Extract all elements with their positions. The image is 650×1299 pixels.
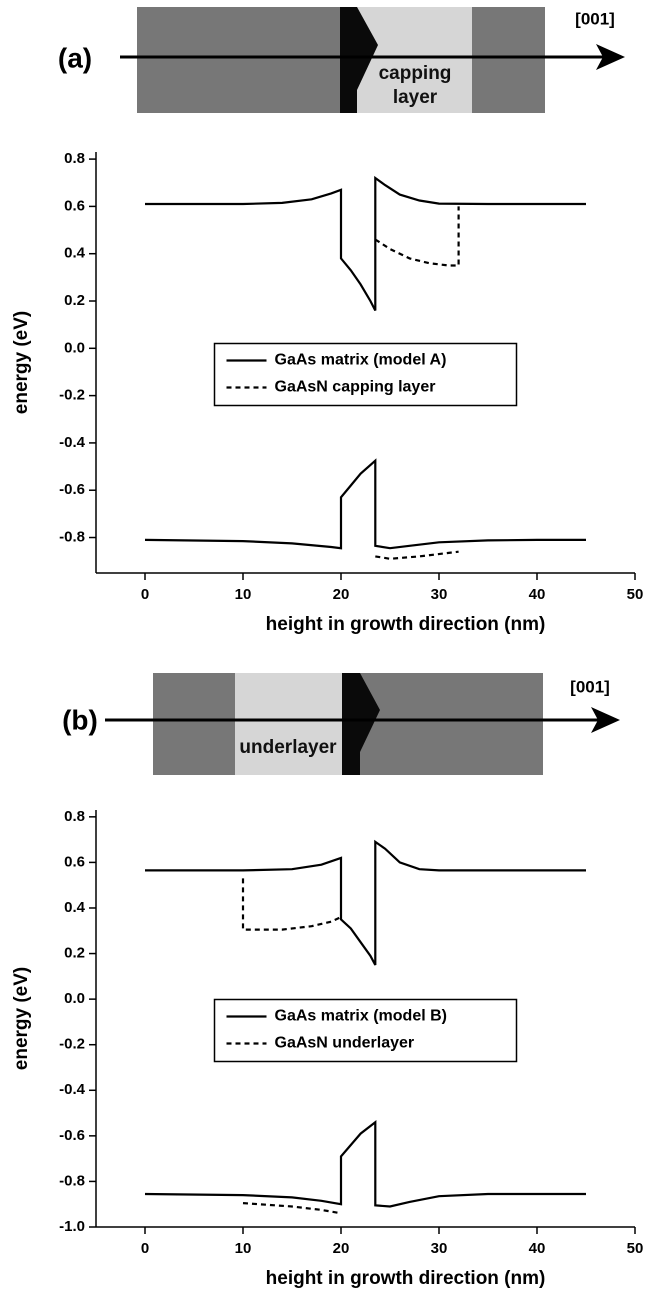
arrow-head <box>591 707 620 733</box>
y-tick-label: 0.8 <box>64 150 85 167</box>
quantum-dot <box>342 673 380 775</box>
y-tick-label: 0.6 <box>64 197 85 214</box>
x-tick-label: 0 <box>141 1240 149 1257</box>
x-tick-label: 50 <box>627 586 644 603</box>
layer-label: underlayer <box>239 737 337 758</box>
x-tick-label: 20 <box>333 586 350 603</box>
x-tick-label: 50 <box>627 1240 644 1257</box>
y-axis-title: energy (eV) <box>11 967 32 1070</box>
y-tick-label: 0.6 <box>64 853 85 870</box>
panel-label: (b) <box>62 704 98 735</box>
y-tick-label: 0.0 <box>64 339 85 356</box>
y-tick-label: -0.6 <box>59 1127 85 1144</box>
y-tick-label: -0.2 <box>59 387 85 404</box>
y-tick-label: 0.4 <box>64 245 86 262</box>
underlayer-region <box>235 673 342 775</box>
y-tick-label: -0.4 <box>59 434 86 451</box>
y-tick-label: -0.2 <box>59 1036 85 1053</box>
y-tick-label: 0.2 <box>64 945 85 962</box>
y-tick-label: -0.4 <box>59 1081 86 1098</box>
x-tick-label: 0 <box>141 586 149 603</box>
capping-layer-region <box>357 7 472 113</box>
direction-label: [001] <box>570 677 610 696</box>
y-tick-label: -0.8 <box>59 1172 85 1189</box>
panel-label: (a) <box>58 42 92 73</box>
y-tick-label: -0.8 <box>59 528 85 545</box>
legend-box <box>213 998 518 1063</box>
quantum-dot <box>340 7 378 113</box>
y-tick-label: -0.6 <box>59 481 85 498</box>
x-tick-label: 40 <box>529 1240 546 1257</box>
schematic-b <box>105 673 620 775</box>
legend-label: GaAsN underlayer <box>275 1035 415 1052</box>
x-tick-label: 30 <box>431 586 448 603</box>
legend-label: GaAs matrix (model A) <box>275 352 447 369</box>
x-tick-label: 10 <box>235 586 252 603</box>
y-tick-label: 0.4 <box>64 899 86 916</box>
legend-label: GaAsN capping layer <box>275 379 436 396</box>
direction-label: [001] <box>575 9 615 28</box>
series-line <box>144 839 586 1208</box>
series-line <box>374 206 460 560</box>
legend: GaAs matrix (model A) GaAsN capping layer <box>213 342 518 407</box>
y-tick-label: 0.0 <box>64 990 85 1007</box>
series-line <box>144 175 586 550</box>
y-tick-label: -1.0 <box>59 1218 85 1235</box>
x-tick-label: 30 <box>431 1240 448 1257</box>
y-tick-label: 0.8 <box>64 808 85 825</box>
schematic-a <box>120 7 625 113</box>
x-tick-label: 10 <box>235 1240 252 1257</box>
legend-box <box>213 342 518 407</box>
x-axis-title: height in growth direction (nm) <box>266 1268 546 1289</box>
x-tick-label: 20 <box>333 1240 350 1257</box>
y-tick-label: 0.2 <box>64 292 85 309</box>
series-line <box>241 878 342 1215</box>
legend: GaAs matrix (model B) GaAsN underlayer <box>213 998 518 1063</box>
x-tick-label: 40 <box>529 586 546 603</box>
layer-label: capping layer <box>378 63 452 108</box>
x-axis-title: height in growth direction (nm) <box>266 614 546 635</box>
legend-label: GaAs matrix (model B) <box>275 1008 447 1025</box>
y-axis-title: energy (eV) <box>11 311 32 414</box>
arrow-head <box>596 44 625 70</box>
